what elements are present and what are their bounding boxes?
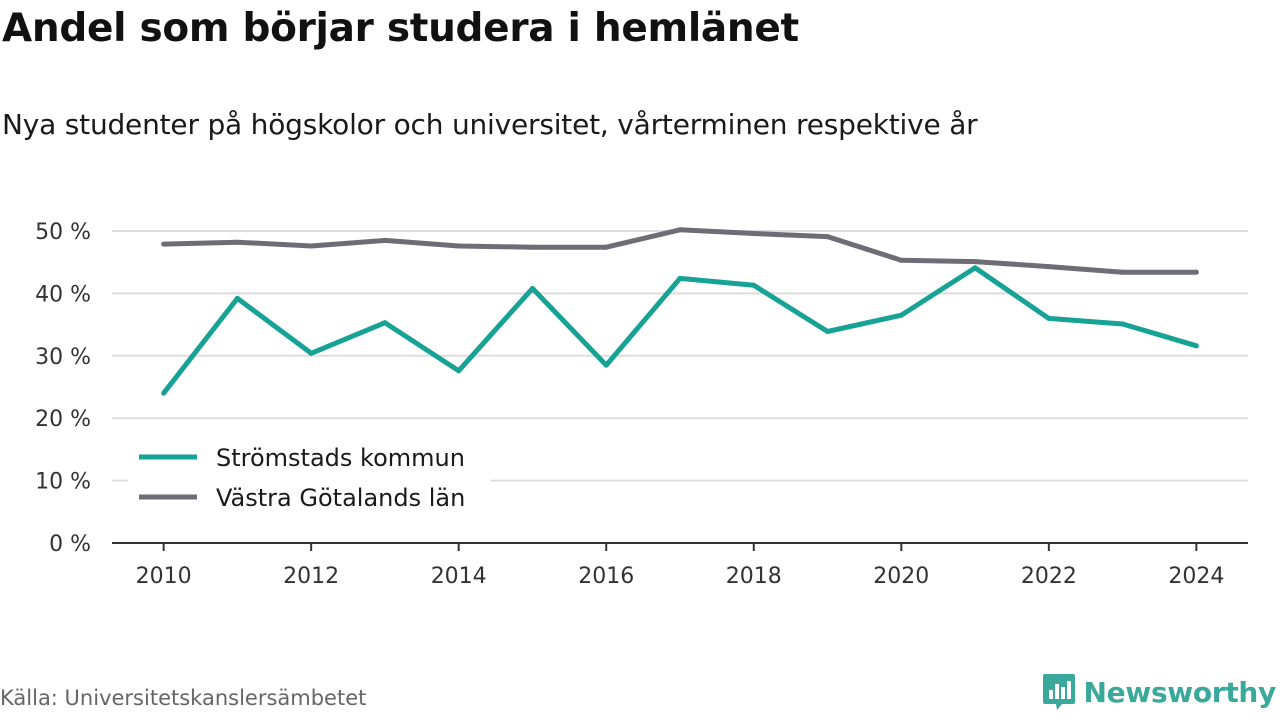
data-point [825, 328, 831, 334]
data-point [1120, 321, 1126, 327]
y-tick-label: 0 % [49, 532, 91, 557]
source-note: Källa: Universitetskanslersämbetet [0, 686, 367, 710]
data-point [234, 295, 240, 301]
data-point [529, 285, 535, 291]
brand-logo: Newsworthy [1042, 670, 1276, 714]
data-point [1193, 343, 1199, 349]
series-line [161, 265, 1198, 395]
legend: Strömstads kommun Västra Götalands län [128, 434, 490, 518]
data-point [382, 320, 388, 326]
data-point [603, 362, 609, 368]
y-tick-label: 30 % [35, 345, 91, 370]
y-tick-label: 10 % [35, 470, 91, 495]
data-point [898, 257, 904, 263]
data-point [825, 234, 831, 240]
data-point [751, 282, 757, 288]
data-point [308, 243, 314, 249]
x-tick-label: 2024 [1168, 564, 1224, 589]
bar-chart-speech-bubble-icon [1042, 674, 1075, 710]
data-point [1046, 264, 1052, 270]
axes: 0 % 10 % 20 % 30 % 40 % 50 % 2010 2012 2014 2016 2… [35, 220, 1248, 589]
data-point [1046, 315, 1052, 321]
brand-name: Newsworthy [1083, 675, 1277, 709]
y-tick-label: 20 % [35, 407, 91, 432]
series-line [163, 227, 1197, 275]
x-tick-label: 2018 [726, 564, 782, 589]
series-lines [161, 227, 1199, 396]
data-point [972, 259, 978, 265]
data-point [161, 241, 167, 247]
data-point [1193, 269, 1199, 275]
legend-label: Strömstads kommun [216, 444, 465, 472]
series-2 [161, 227, 1199, 275]
data-point [529, 244, 535, 250]
x-tick-label: 2012 [283, 564, 339, 589]
line-chart: 0 % 10 % 20 % 30 % 40 % 50 % 2010 2012 2014 2016 2… [35, 220, 1248, 589]
chart-subtitle: Nya studenter på högskolor och universit… [2, 108, 978, 141]
data-point [898, 312, 904, 318]
data-point [677, 227, 683, 233]
data-point [456, 243, 462, 249]
x-tick-label: 2016 [578, 564, 634, 589]
x-tick-label: 2014 [431, 564, 487, 589]
data-point [972, 265, 978, 271]
data-point [234, 239, 240, 245]
data-point [677, 275, 683, 281]
legend-label: Västra Götalands län [216, 484, 465, 512]
data-point [751, 230, 757, 236]
x-tick-label: 2022 [1021, 564, 1077, 589]
x-tick-label: 2010 [136, 564, 192, 589]
chart-title: Andel som börjar studera i hemlänet [2, 6, 799, 51]
data-point [382, 237, 388, 243]
y-tick-label: 50 % [35, 220, 91, 245]
data-point [456, 368, 462, 374]
data-point [1120, 269, 1126, 275]
data-point [603, 244, 609, 250]
data-point [161, 390, 167, 396]
y-tick-label: 40 % [35, 282, 91, 307]
legend-background [128, 434, 490, 518]
series-1 [161, 265, 1199, 396]
x-tick-label: 2020 [873, 564, 929, 589]
data-point [308, 350, 314, 356]
